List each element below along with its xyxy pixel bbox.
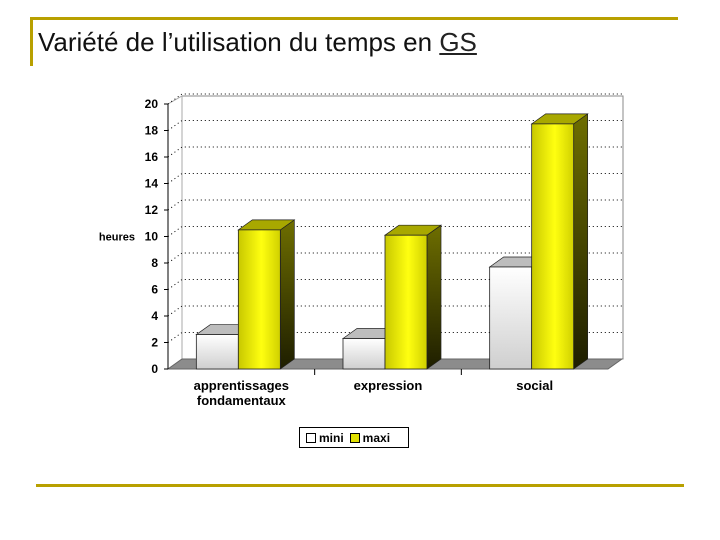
x-category-label: social bbox=[516, 378, 553, 393]
bar-maxi bbox=[237, 229, 281, 370]
bar-mini bbox=[489, 266, 533, 370]
slide-title-gs: GS bbox=[439, 27, 477, 57]
bar-maxi bbox=[531, 123, 575, 370]
y-tick-label: 6 bbox=[151, 283, 158, 297]
y-tick-label: 2 bbox=[151, 336, 158, 350]
x-category-label: expression bbox=[354, 378, 423, 393]
legend-item-maxi: maxi bbox=[349, 430, 391, 445]
slide-title-text: Variété de l’utilisation du temps en bbox=[38, 27, 440, 57]
legend-label-maxi: maxi bbox=[362, 430, 391, 445]
y-tick-label: 20 bbox=[145, 97, 159, 111]
y-axis-label: heures bbox=[99, 232, 135, 244]
y-tick-label: 14 bbox=[145, 177, 159, 191]
y-tick-label: 16 bbox=[145, 150, 159, 164]
bar-side-maxi bbox=[426, 224, 442, 370]
title-accent-rule-top bbox=[30, 17, 678, 20]
y-tick-label: 0 bbox=[151, 362, 158, 376]
title-accent-rule-left bbox=[30, 17, 33, 66]
slide-title: Variété de l’utilisation du temps en GS bbox=[38, 27, 477, 58]
chart-side-wall bbox=[167, 95, 183, 370]
x-category-label: apprentissages bbox=[194, 378, 289, 393]
bar-mini bbox=[195, 334, 239, 370]
y-tick-label: 10 bbox=[145, 230, 159, 244]
legend-label-mini: mini bbox=[319, 430, 344, 445]
y-tick-label: 18 bbox=[145, 124, 159, 138]
chart-legend: mini maxi bbox=[299, 427, 409, 448]
bottom-accent-rule bbox=[36, 484, 684, 487]
bar-side-maxi bbox=[279, 219, 295, 370]
y-tick-label: 12 bbox=[145, 203, 159, 217]
bar-maxi bbox=[384, 234, 428, 370]
x-category-label: fondamentaux bbox=[197, 393, 287, 408]
y-tick-label: 4 bbox=[151, 309, 158, 323]
legend-item-mini: mini bbox=[306, 431, 344, 445]
bar-mini bbox=[342, 338, 386, 370]
legend-swatch-maxi bbox=[349, 432, 360, 443]
legend-swatch-mini bbox=[306, 432, 316, 443]
y-tick-label: 8 bbox=[151, 256, 158, 270]
bar-side-maxi bbox=[573, 113, 589, 370]
